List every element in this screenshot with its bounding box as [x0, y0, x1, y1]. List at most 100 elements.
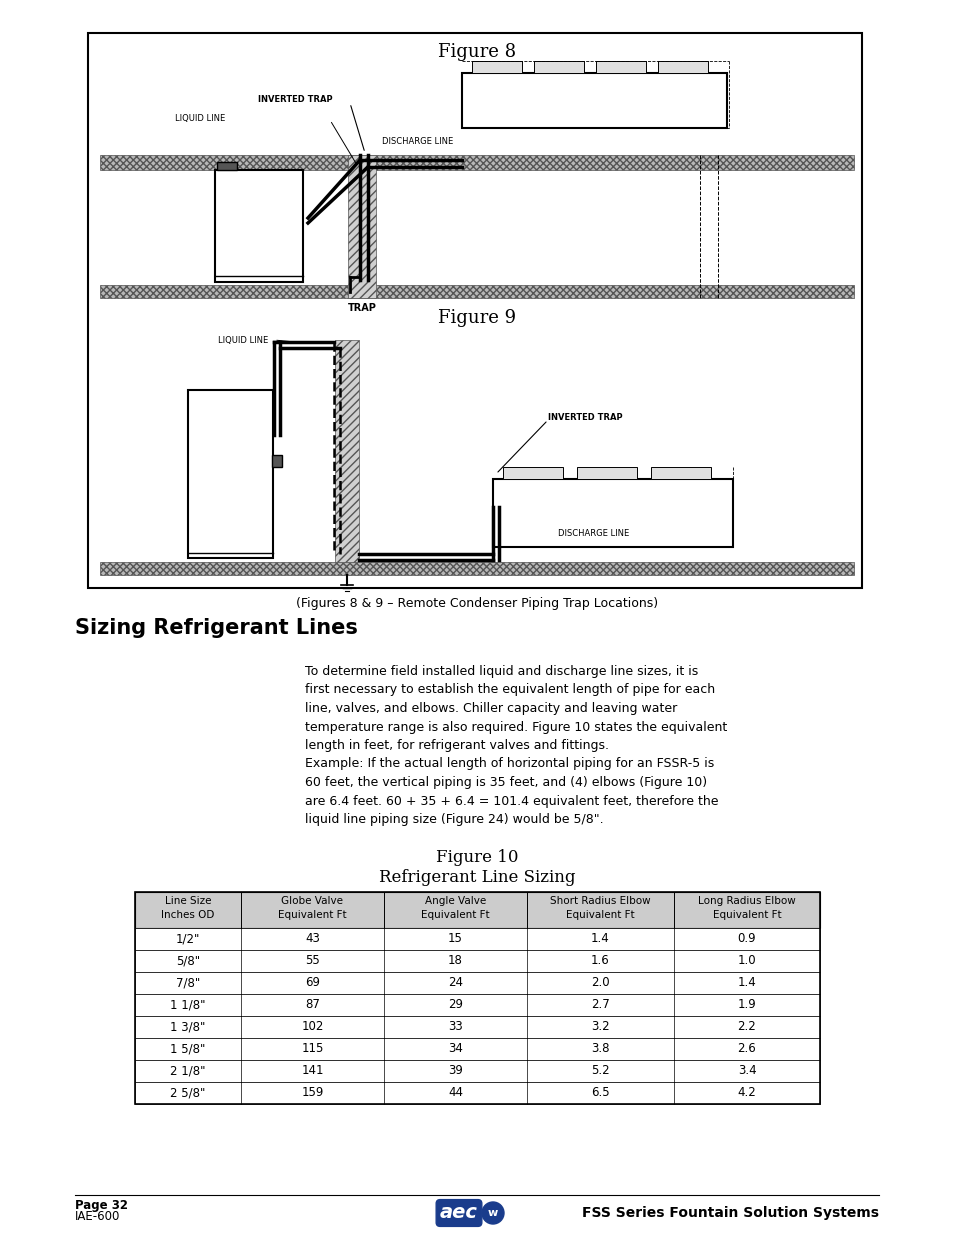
Bar — [216, 162, 236, 170]
Text: w: w — [487, 1208, 497, 1218]
Text: TRAP: TRAP — [347, 303, 376, 312]
Text: 34: 34 — [448, 1042, 462, 1056]
Text: Equivalent Ft: Equivalent Ft — [712, 910, 781, 920]
Bar — [577, 467, 637, 479]
Text: 1.9: 1.9 — [737, 999, 756, 1011]
Text: DISCHARGE LINE: DISCHARGE LINE — [558, 530, 629, 538]
Text: 6.5: 6.5 — [591, 1087, 609, 1099]
Text: length in feet, for refrigerant valves and fittings.: length in feet, for refrigerant valves a… — [305, 739, 608, 752]
Bar — [100, 285, 853, 298]
Text: Equivalent Ft: Equivalent Ft — [420, 910, 489, 920]
Text: Line Size: Line Size — [165, 897, 211, 906]
Text: 1.4: 1.4 — [737, 977, 756, 989]
Bar — [100, 156, 853, 170]
Text: To determine field installed liquid and discharge line sizes, it is: To determine field installed liquid and … — [305, 664, 698, 678]
Text: Page 32: Page 32 — [75, 1198, 128, 1212]
Text: Equivalent Ft: Equivalent Ft — [278, 910, 347, 920]
Bar — [188, 390, 273, 558]
Text: Example: If the actual length of horizontal piping for an FSSR-5 is: Example: If the actual length of horizon… — [305, 757, 714, 771]
Text: 5.2: 5.2 — [591, 1065, 609, 1077]
Bar — [135, 972, 820, 994]
Bar — [650, 467, 710, 479]
Text: 69: 69 — [305, 977, 319, 989]
Text: 3.2: 3.2 — [591, 1020, 609, 1034]
Text: DISCHARGE LINE: DISCHARGE LINE — [381, 137, 453, 147]
Text: 2.0: 2.0 — [591, 977, 609, 989]
Bar — [335, 340, 358, 562]
Text: 60 feet, the vertical piping is 35 feet, and (4) elbows (Figure 10): 60 feet, the vertical piping is 35 feet,… — [305, 776, 706, 789]
Text: 29: 29 — [448, 999, 462, 1011]
Text: 1 5/8": 1 5/8" — [171, 1042, 206, 1056]
Text: 0.9: 0.9 — [737, 932, 756, 946]
Text: 2.7: 2.7 — [591, 999, 609, 1011]
Text: 115: 115 — [301, 1042, 323, 1056]
Text: line, valves, and elbows. Chiller capacity and leaving water: line, valves, and elbows. Chiller capaci… — [305, 701, 677, 715]
Text: Globe Valve: Globe Valve — [281, 897, 343, 906]
Text: 39: 39 — [448, 1065, 462, 1077]
Bar — [214, 170, 303, 282]
Text: (Figures 8 & 9 – Remote Condenser Piping Trap Locations): (Figures 8 & 9 – Remote Condenser Piping… — [295, 597, 658, 610]
Text: INVERTED TRAP: INVERTED TRAP — [547, 414, 622, 422]
Bar — [534, 61, 583, 73]
Bar — [100, 562, 853, 576]
Bar — [135, 892, 820, 1104]
Text: 3.8: 3.8 — [591, 1042, 609, 1056]
Bar — [135, 1060, 820, 1082]
Text: Figure 8: Figure 8 — [437, 43, 516, 61]
Text: 5/8": 5/8" — [175, 955, 200, 967]
Text: Angle Valve: Angle Valve — [424, 897, 486, 906]
Text: 159: 159 — [301, 1087, 323, 1099]
Bar — [272, 454, 282, 467]
Bar — [135, 892, 820, 927]
Text: 18: 18 — [448, 955, 462, 967]
Bar — [135, 1037, 820, 1060]
Text: 1/2": 1/2" — [175, 932, 200, 946]
Text: Long Radius Elbow: Long Radius Elbow — [698, 897, 795, 906]
Bar — [596, 61, 645, 73]
Text: Sizing Refrigerant Lines: Sizing Refrigerant Lines — [75, 618, 357, 638]
Text: 33: 33 — [448, 1020, 462, 1034]
Text: INVERTED TRAP: INVERTED TRAP — [257, 95, 333, 105]
Bar — [135, 1082, 820, 1104]
Bar — [502, 467, 562, 479]
Text: Equivalent Ft: Equivalent Ft — [565, 910, 634, 920]
Text: 3.4: 3.4 — [737, 1065, 756, 1077]
Text: first necessary to establish the equivalent length of pipe for each: first necessary to establish the equival… — [305, 683, 715, 697]
Text: 1 1/8": 1 1/8" — [170, 999, 206, 1011]
Text: 55: 55 — [305, 955, 319, 967]
Text: 4.2: 4.2 — [737, 1087, 756, 1099]
Text: Refrigerant Line Sizing: Refrigerant Line Sizing — [378, 869, 575, 887]
Text: 44: 44 — [448, 1087, 462, 1099]
Text: FSS Series Fountain Solution Systems: FSS Series Fountain Solution Systems — [581, 1207, 878, 1220]
Bar — [461, 73, 726, 128]
Text: LIQUID LINE: LIQUID LINE — [174, 114, 225, 122]
Text: 2.6: 2.6 — [737, 1042, 756, 1056]
Bar — [472, 61, 521, 73]
Text: aec: aec — [439, 1203, 477, 1223]
Text: 102: 102 — [301, 1020, 323, 1034]
Text: 141: 141 — [301, 1065, 323, 1077]
Text: Figure 9: Figure 9 — [437, 309, 516, 327]
Text: 7/8": 7/8" — [175, 977, 200, 989]
Text: 43: 43 — [305, 932, 319, 946]
Bar — [135, 994, 820, 1016]
Text: 1.0: 1.0 — [737, 955, 756, 967]
Text: IAE-600: IAE-600 — [75, 1210, 120, 1224]
Bar — [135, 927, 820, 950]
Bar — [88, 33, 862, 588]
Text: 2 1/8": 2 1/8" — [170, 1065, 206, 1077]
Bar — [658, 61, 707, 73]
Text: 2 5/8": 2 5/8" — [171, 1087, 206, 1099]
Text: liquid line piping size (Figure 24) would be 5/8".: liquid line piping size (Figure 24) woul… — [305, 813, 603, 826]
Bar — [348, 156, 375, 298]
Text: Short Radius Elbow: Short Radius Elbow — [550, 897, 650, 906]
Text: 87: 87 — [305, 999, 319, 1011]
Text: 1.6: 1.6 — [591, 955, 609, 967]
Text: 24: 24 — [448, 977, 462, 989]
Text: 1.4: 1.4 — [591, 932, 609, 946]
Text: 15: 15 — [448, 932, 462, 946]
Text: temperature range is also required. Figure 10 states the equivalent: temperature range is also required. Figu… — [305, 720, 726, 734]
Text: LIQUID LINE: LIQUID LINE — [218, 336, 268, 345]
Text: 2.2: 2.2 — [737, 1020, 756, 1034]
Text: are 6.4 feet. 60 + 35 + 6.4 = 101.4 equivalent feet, therefore the: are 6.4 feet. 60 + 35 + 6.4 = 101.4 equi… — [305, 794, 718, 808]
